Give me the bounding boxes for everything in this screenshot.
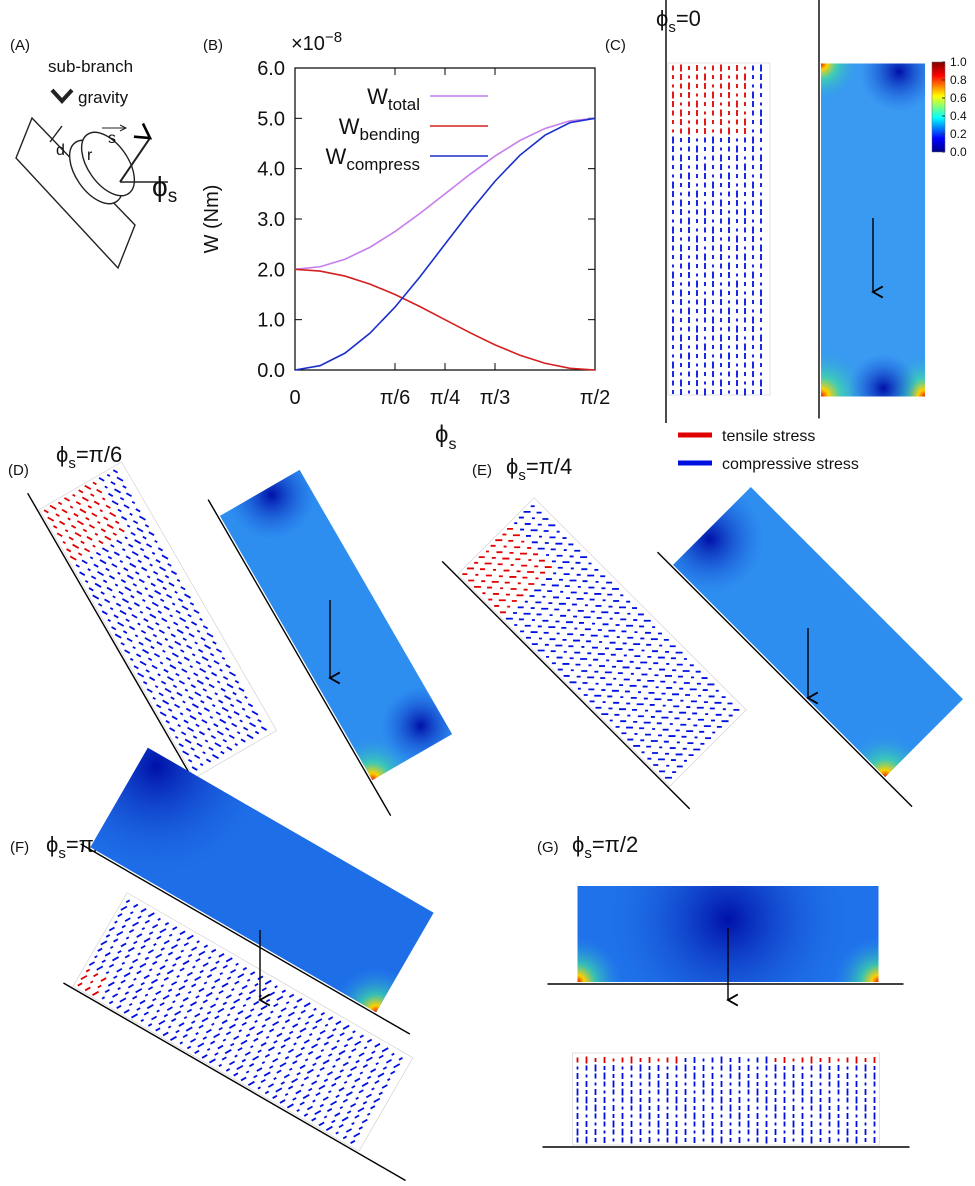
angle-title: ϕs=π/2: [572, 832, 638, 862]
panel-a-diagram: [16, 90, 168, 268]
angle-subscript: s: [68, 455, 76, 472]
legend-subscript: total: [388, 95, 420, 114]
y-tick-label: 0.0: [257, 360, 285, 382]
angle-value: =π/6: [76, 442, 122, 467]
legend-subscript: bending: [359, 125, 420, 144]
series-line: [295, 118, 595, 269]
angle-subscript: s: [518, 467, 526, 484]
x-axis-subscript: s: [448, 436, 456, 453]
legend-name: W: [326, 144, 347, 169]
x-axis-symbol: ϕ: [435, 421, 448, 448]
colorbar-tick-label: 1.0: [950, 55, 967, 69]
angle-symbol: ϕ: [56, 442, 68, 467]
phi-subscript: s: [168, 186, 178, 207]
angle-symbol: ϕ: [506, 454, 518, 479]
y-tick-label: 3.0: [257, 209, 285, 231]
colorbar-tick-label: 0.0: [950, 145, 967, 159]
r-label: r: [87, 147, 93, 164]
angle-title: ϕs=π/4: [506, 454, 572, 484]
y-multiplier-base: ×10: [291, 33, 325, 55]
colorbar: [932, 62, 945, 152]
angle-symbol: ϕ: [572, 832, 584, 857]
legend-name: W: [367, 84, 388, 109]
y-multiplier-exponent: −8: [325, 29, 342, 46]
angle-subscript: s: [584, 845, 592, 862]
x-tick-label: π/6: [380, 387, 410, 409]
d-label: d: [56, 142, 65, 159]
heatmap-spot: [533, 937, 623, 1027]
legend-label: Wbending: [339, 114, 420, 144]
panel-label: (G): [537, 839, 559, 856]
y-tick-label: 2.0: [257, 259, 285, 281]
x-tick-label: π/3: [480, 387, 510, 409]
x-tick-label: π/4: [430, 387, 460, 409]
legend-name: W: [339, 114, 360, 139]
panel-label: (B): [203, 37, 223, 54]
chart: 0.0 1.0 2.0 3.0 4.0 5.0 6.0 0 π/6 π/4 π/3 π/2 W (Nm)…: [201, 29, 610, 453]
heatmap-spot: [781, 24, 861, 104]
phi-symbol: ϕ: [152, 171, 168, 202]
gravity-label: gravity: [78, 88, 129, 107]
panel-label: (D): [8, 462, 29, 479]
y-tick-label: 4.0: [257, 159, 285, 181]
heatmap-spot: [848, 353, 918, 423]
angle-value: =π/2: [592, 832, 638, 857]
angle-value: =0: [676, 6, 701, 31]
phi-label: ϕs: [152, 171, 177, 207]
y-multiplier: ×10−8: [291, 29, 342, 55]
colorbar-tick-label: 0.4: [950, 109, 967, 123]
y-axis-label: W (Nm): [201, 185, 223, 254]
angle-title: ϕs=0: [656, 6, 701, 36]
x-axis-label: ϕs: [435, 421, 456, 453]
x-tick-label: π/2: [580, 387, 610, 409]
legend-label: Wtotal: [367, 84, 420, 114]
figure: (A) (B) (C) (D) (E) (F) (G) sub-branch g…: [0, 0, 975, 1186]
heatmap-spot: [608, 800, 848, 1040]
angle-subscript: s: [668, 19, 676, 36]
vector-frame: [668, 63, 770, 395]
stress-panels: [0, 0, 975, 1180]
x-tick-label: 0: [289, 387, 300, 409]
panel-label: (A): [10, 37, 30, 54]
vector-frame: [573, 1053, 880, 1145]
y-tick-label: 5.0: [257, 108, 285, 130]
s-label: s: [108, 130, 116, 147]
y-tick-label: 1.0: [257, 310, 285, 332]
panel-label: (E): [472, 462, 492, 479]
legend-subscript: compress: [346, 155, 420, 174]
colorbar-tick-label: 0.6: [950, 91, 967, 105]
legend-label: tensile stress: [722, 428, 815, 445]
vector-field: [543, 1053, 910, 1147]
colorbar-tick-label: 0.2: [950, 127, 967, 141]
stress-legend: tensile stress compressive stress: [678, 428, 859, 473]
y-tick-label: 6.0: [257, 58, 285, 80]
panel-label: (F): [10, 839, 29, 856]
sub-branch-label: sub-branch: [48, 57, 133, 76]
legend-label: Wcompress: [326, 144, 420, 174]
panel-label: (C): [605, 37, 626, 54]
colorbar-ticks: 0.0 0.2 0.4 0.6 0.8 1.0: [942, 55, 967, 159]
legend-label: compressive stress: [722, 456, 859, 473]
colorbar-tick-label: 0.8: [950, 73, 967, 87]
vector-field: [666, 0, 770, 423]
angle-value: =π/4: [526, 454, 572, 479]
heatmap-spot: [859, 32, 939, 112]
angle-symbol: ϕ: [46, 832, 58, 857]
heatmap-spot: [834, 937, 924, 1027]
angle-subscript: s: [58, 845, 66, 862]
